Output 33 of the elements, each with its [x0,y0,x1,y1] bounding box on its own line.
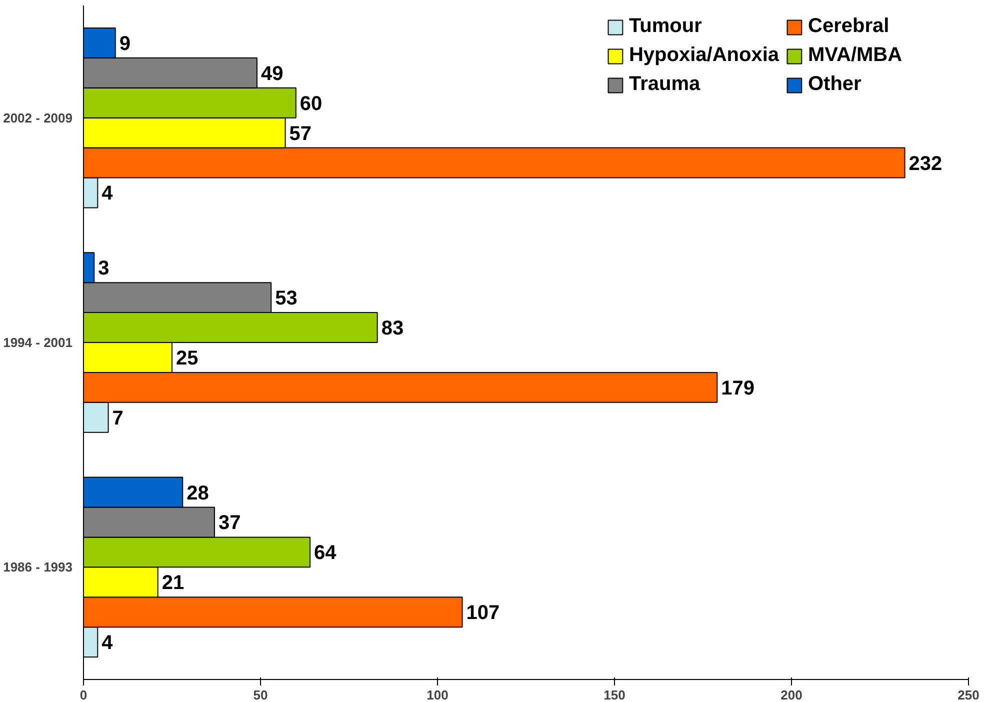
x-tick-label: 150 [604,688,626,702]
data-label: 4 [102,632,114,654]
data-label: 53 [275,288,298,310]
y-tick-label: 1986 - 1993 [3,560,73,575]
legend-label: MVA/MBA [808,44,904,67]
data-label: 60 [300,92,322,115]
x-tick-label: 100 [426,688,448,702]
data-label: 232 [908,152,942,175]
data-label: 3 [98,258,110,280]
data-label: 21 [162,572,184,594]
legend-label: Other [808,73,862,96]
y-tick-label: 1994 - 2001 [3,335,73,350]
legend-label: Tumour [628,15,703,38]
legend-label: Hypoxia/Anoxia [628,44,779,67]
legend-label: Trauma [628,73,702,96]
legend-label: Cerebral [808,15,890,38]
x-tick-label: 50 [253,688,268,702]
data-label: 57 [289,122,312,145]
data-label: 83 [381,318,404,340]
data-label: 107 [466,602,500,624]
x-tick-label: 200 [780,688,802,702]
data-label: 4 [102,182,114,205]
data-label: 49 [260,62,284,85]
data-label: 179 [721,377,755,400]
data-label: 7 [112,407,124,430]
y-tick-label: 2002 - 2009 [3,110,73,126]
x-tick-label: 250 [958,688,980,702]
data-label: 25 [176,347,198,370]
data-label: 64 [314,542,338,564]
data-label: 28 [186,482,209,504]
data-label: 37 [218,512,241,534]
x-tick-label: 0 [80,688,88,702]
data-label: 9 [119,32,130,55]
